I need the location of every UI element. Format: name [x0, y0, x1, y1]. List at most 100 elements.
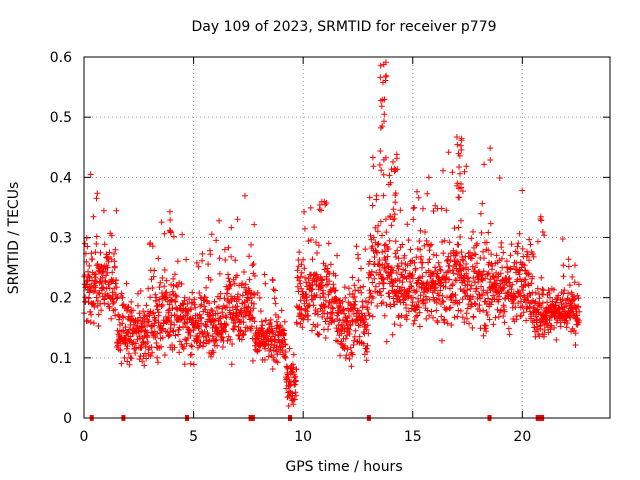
data-point: [346, 331, 353, 337]
data-point: [231, 280, 238, 287]
data-point: [379, 249, 386, 255]
data-point: [122, 324, 129, 331]
data-point: [412, 265, 419, 272]
data-point: [461, 319, 468, 326]
data-point: [551, 324, 558, 331]
data-point: [503, 258, 510, 265]
data-point: [559, 236, 566, 242]
data-point: [463, 315, 470, 322]
data-point: [305, 238, 312, 244]
data-point: [571, 279, 578, 286]
data-point: [493, 282, 500, 289]
data-point: [119, 320, 126, 327]
data-point: [374, 303, 381, 309]
data-point: [162, 295, 169, 302]
data-point: [382, 256, 389, 263]
data-point: [199, 257, 206, 264]
data-point: [173, 293, 180, 300]
data-point: [170, 282, 177, 289]
data-point: [112, 312, 119, 319]
data-point: [467, 286, 474, 292]
data-point: [393, 270, 400, 276]
data-point: [526, 257, 533, 264]
data-point: [441, 316, 448, 323]
data-point: [366, 312, 373, 319]
data-point: [483, 239, 490, 246]
data-point: [106, 249, 113, 256]
y-tick-label: 0.3: [50, 231, 72, 247]
data-point: [98, 307, 105, 314]
data-point: [106, 305, 113, 312]
data-point: [141, 362, 148, 369]
data-point: [532, 289, 539, 296]
data-point: [270, 354, 277, 361]
data-point: [363, 357, 370, 364]
data-point: [360, 283, 367, 290]
data-point: [476, 302, 483, 309]
data-point: [493, 277, 500, 284]
data-point: [309, 327, 315, 334]
data-point: [300, 256, 307, 263]
data-point: [291, 396, 298, 403]
data-point: [221, 246, 228, 253]
data-point: [344, 332, 350, 339]
data-point: [555, 292, 562, 299]
data-point: [518, 312, 525, 319]
data-point: [341, 328, 348, 335]
data-points: [81, 59, 583, 421]
data-point: [181, 361, 188, 368]
data-point: [182, 336, 189, 343]
data-point: [416, 238, 423, 245]
data-point: [196, 323, 203, 330]
data-point: [155, 309, 162, 316]
data-point: [156, 284, 163, 291]
data-point: [443, 207, 450, 214]
data-point: [290, 401, 297, 408]
data-point: [440, 167, 446, 174]
data-point: [443, 305, 450, 312]
data-point: [455, 241, 462, 248]
data-point: [294, 267, 301, 274]
data-point: [123, 280, 130, 287]
data-point: [421, 242, 428, 249]
data-point: [97, 249, 104, 256]
data-point: [414, 188, 420, 195]
data-point: [231, 317, 237, 324]
data-point: [206, 300, 213, 307]
data-point: [552, 302, 559, 309]
data-point: [235, 324, 242, 330]
data-point: [532, 333, 539, 340]
data-point: [146, 318, 152, 325]
data-point: [528, 280, 535, 287]
data-point: [381, 96, 388, 103]
data-point: [189, 315, 196, 322]
data-point: [102, 278, 109, 285]
data-point: [307, 204, 314, 211]
data-point: [475, 279, 482, 285]
data-point: [545, 287, 552, 294]
data-point: [176, 338, 183, 345]
data-point: [423, 315, 430, 322]
x-tick-label: 20: [513, 429, 531, 445]
data-point: [83, 235, 90, 241]
data-point: [154, 306, 161, 313]
data-point: [297, 280, 304, 287]
data-point: [380, 280, 387, 287]
data-point: [90, 213, 97, 220]
data-point: [545, 329, 552, 336]
data-point: [377, 62, 384, 69]
data-point: [142, 350, 149, 357]
data-point: [96, 290, 103, 297]
data-point: [448, 322, 455, 328]
data-point: [438, 205, 445, 212]
data-point: [167, 208, 173, 215]
data-point: [541, 232, 548, 239]
data-point: [459, 256, 466, 263]
data-point: [375, 240, 382, 247]
data-point: [342, 342, 349, 349]
data-point: [419, 259, 426, 266]
data-point: [228, 224, 235, 231]
data-point: [453, 258, 460, 265]
data-point: [104, 264, 111, 271]
